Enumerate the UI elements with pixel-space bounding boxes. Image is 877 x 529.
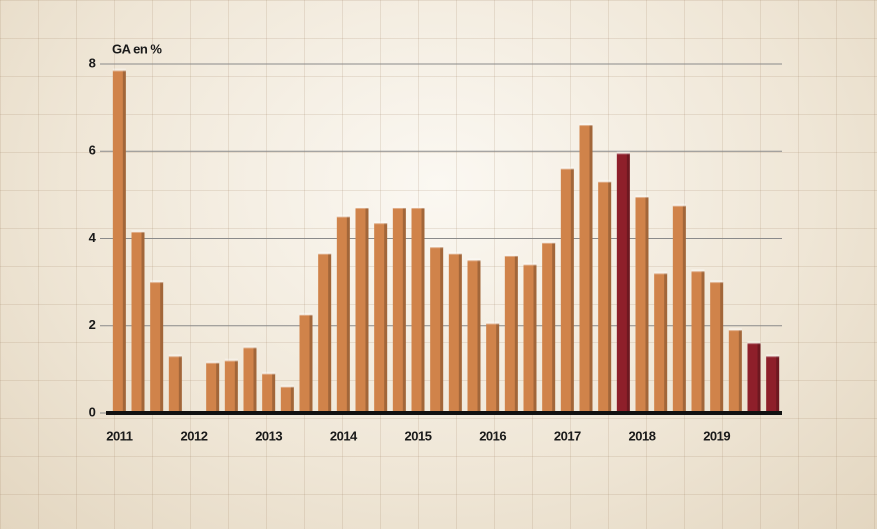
x-tick-label: 2012 bbox=[181, 428, 208, 443]
bar bbox=[206, 360, 220, 413]
bar bbox=[280, 384, 294, 413]
bar bbox=[243, 345, 257, 413]
bar bbox=[616, 151, 630, 413]
bar bbox=[486, 321, 500, 413]
bar bbox=[150, 280, 164, 413]
x-tick-label: 2019 bbox=[703, 428, 730, 443]
bar bbox=[355, 205, 369, 413]
bar bbox=[560, 166, 574, 413]
y-tick-label: 2 bbox=[89, 317, 96, 332]
bar bbox=[318, 251, 332, 413]
bar bbox=[523, 262, 537, 413]
bar bbox=[262, 371, 276, 413]
bar bbox=[299, 312, 313, 413]
bar bbox=[504, 253, 518, 413]
y-tick-label: 8 bbox=[89, 55, 96, 70]
x-tick-label: 2018 bbox=[629, 428, 656, 443]
y-tick-label: 6 bbox=[89, 143, 96, 158]
x-tick-label: 2016 bbox=[479, 428, 506, 443]
bar bbox=[710, 280, 724, 413]
bar bbox=[374, 221, 388, 413]
bar bbox=[168, 354, 182, 413]
bar bbox=[691, 269, 705, 413]
bar bbox=[392, 205, 406, 413]
bar bbox=[336, 214, 350, 413]
bar bbox=[430, 245, 444, 413]
bar bbox=[112, 68, 126, 413]
bar bbox=[542, 240, 556, 413]
x-tick-label: 2013 bbox=[255, 428, 282, 443]
y-tick-label: 4 bbox=[89, 230, 97, 245]
x-tick-label: 2017 bbox=[554, 428, 581, 443]
x-tick-label: 2015 bbox=[405, 428, 432, 443]
bar bbox=[411, 205, 425, 413]
bar bbox=[766, 354, 780, 413]
bar bbox=[654, 271, 668, 413]
bar bbox=[635, 195, 649, 413]
bar bbox=[672, 203, 686, 413]
bar bbox=[448, 251, 462, 413]
bar bbox=[131, 229, 145, 413]
bar bbox=[728, 328, 742, 413]
x-tick-label: 2014 bbox=[330, 428, 358, 443]
bar bbox=[598, 179, 612, 413]
x-tick-label: 2011 bbox=[106, 428, 132, 443]
y-tick-label: 0 bbox=[89, 404, 96, 419]
bar bbox=[224, 358, 238, 413]
y-axis-title: GA en % bbox=[112, 41, 162, 56]
bar bbox=[467, 258, 481, 413]
bar bbox=[747, 341, 761, 413]
bar bbox=[579, 123, 593, 413]
